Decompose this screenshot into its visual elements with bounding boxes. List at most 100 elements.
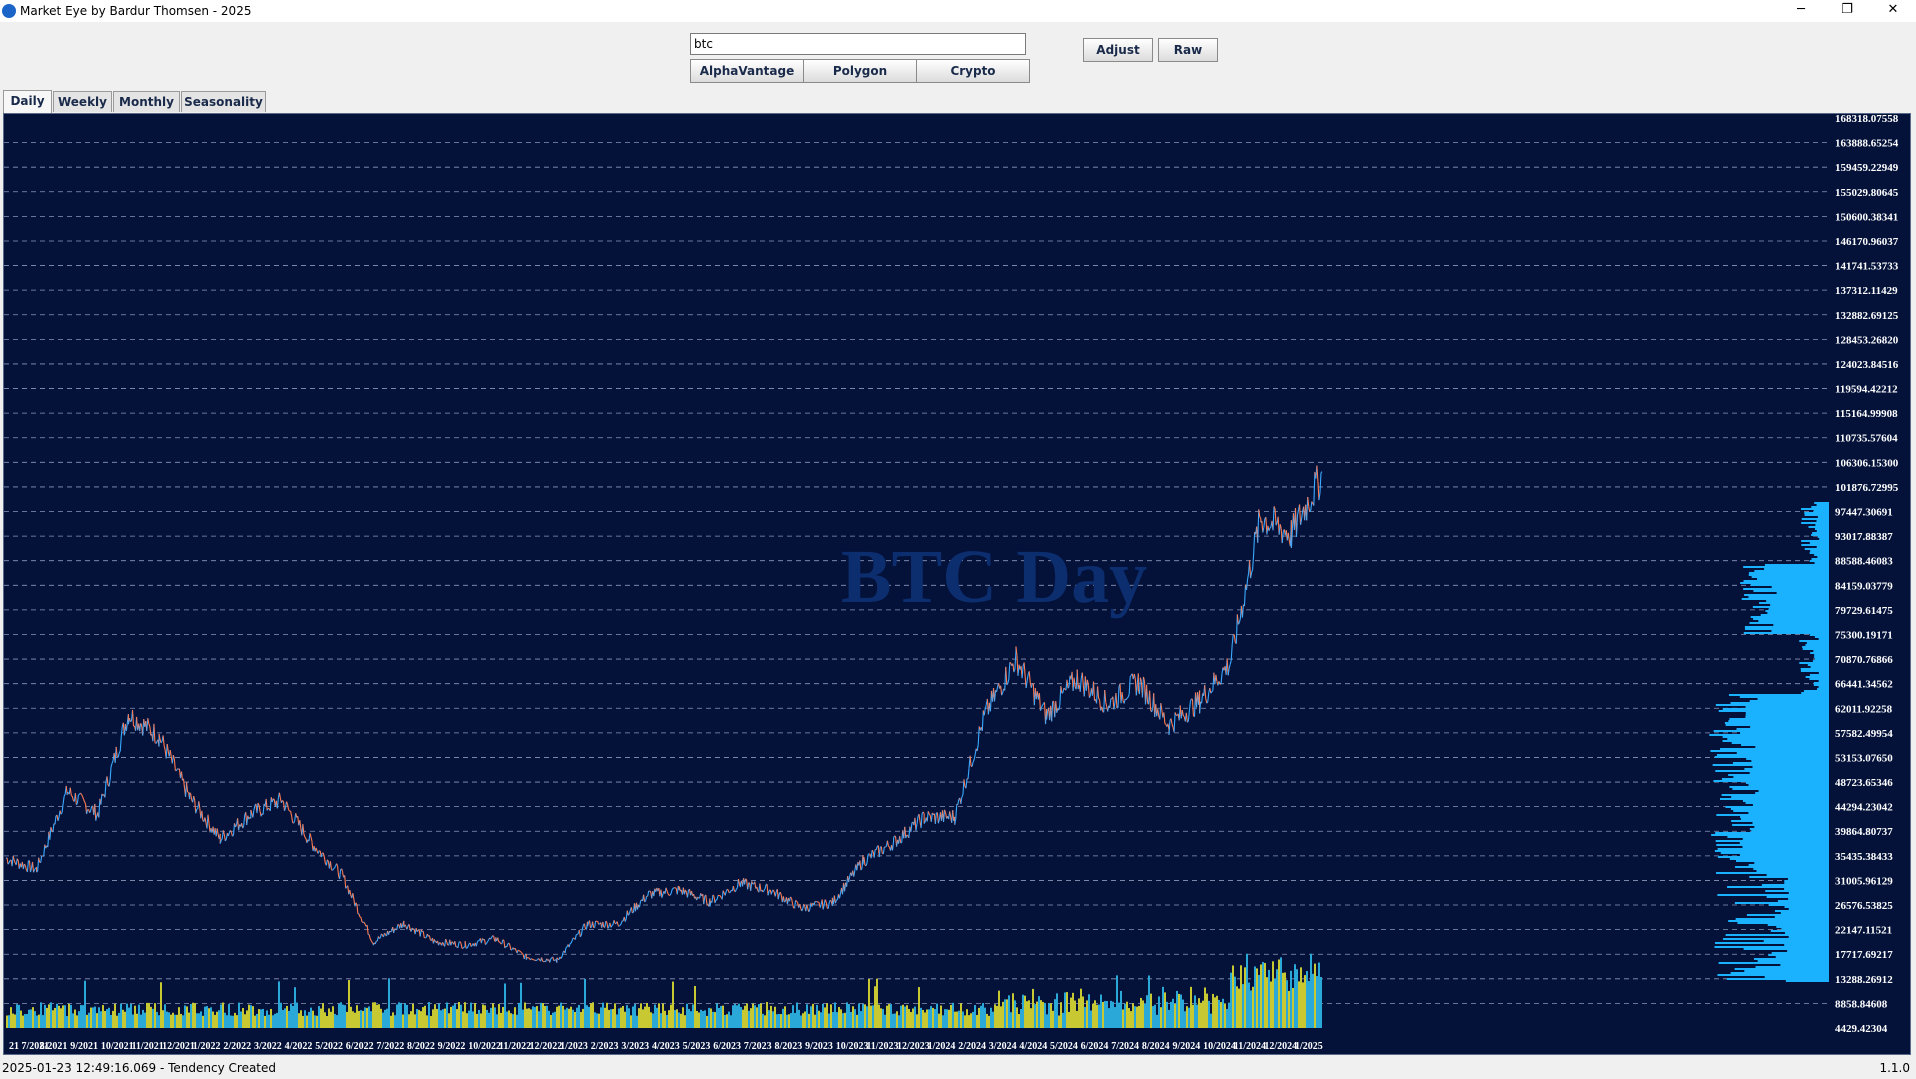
volume-bar	[1298, 981, 1300, 1028]
price-segment	[363, 922, 366, 925]
volume-profile-bar	[1757, 698, 1829, 700]
volume-profile-bar	[1746, 758, 1829, 760]
price-segment	[610, 925, 613, 928]
minimize-button[interactable]: ─	[1797, 2, 1805, 17]
price-segment	[1115, 692, 1118, 709]
volume-bar	[1134, 1006, 1136, 1028]
volume-bar	[1036, 1001, 1038, 1028]
volume-bar	[702, 1011, 704, 1028]
volume-profile-bar	[1761, 884, 1829, 886]
volume-bar	[1170, 1001, 1172, 1028]
volume-profile-bar	[1814, 656, 1829, 658]
volume-bar	[444, 1008, 446, 1028]
volume-bar	[708, 1007, 710, 1028]
volume-profile-bar	[1716, 844, 1829, 846]
volume-bar	[422, 1007, 424, 1028]
price-segment	[801, 908, 804, 912]
volume-bar	[624, 1011, 626, 1028]
chart-canvas[interactable]: BTC Day 168318.07558163888.65254159459.2…	[4, 114, 1910, 1054]
source-polygon-button[interactable]: Polygon	[803, 59, 917, 83]
volume-bar	[406, 1004, 408, 1028]
volume-bar	[828, 1013, 830, 1028]
volume-profile-bar	[1785, 980, 1829, 982]
tab-seasonality[interactable]: Seasonality	[181, 91, 266, 112]
volume-bar	[1318, 962, 1320, 1028]
adjust-button[interactable]: Adjust	[1083, 38, 1153, 62]
volume-bar	[1160, 1007, 1162, 1028]
volume-bar	[1280, 957, 1282, 1028]
volume-bar	[76, 1015, 78, 1028]
volume-bar	[22, 1015, 24, 1028]
volume-bar	[410, 1011, 412, 1028]
volume-profile-bar	[1718, 962, 1829, 964]
close-button[interactable]: ✕	[1887, 2, 1899, 17]
volume-bar	[504, 983, 506, 1028]
tab-monthly[interactable]: Monthly	[113, 91, 180, 112]
maximize-button[interactable]: ❐	[1841, 2, 1853, 17]
volume-bar	[552, 1012, 554, 1028]
volume-bar	[178, 1007, 180, 1028]
price-segment	[671, 888, 674, 890]
volume-bar	[28, 1009, 30, 1028]
tab-weekly[interactable]: Weekly	[53, 91, 112, 112]
price-segment	[1067, 686, 1070, 689]
price-segment	[1129, 674, 1132, 677]
volume-bar	[172, 1012, 174, 1028]
raw-button[interactable]: Raw	[1158, 38, 1218, 62]
price-segment	[204, 817, 207, 823]
volume-bar	[208, 1008, 210, 1028]
price-segment	[605, 920, 608, 923]
volume-bar	[1104, 1000, 1106, 1028]
price-segment	[724, 891, 727, 896]
volume-profile-bar	[1744, 970, 1829, 972]
volume-bar	[602, 1002, 604, 1028]
symbol-search-input[interactable]	[690, 33, 1026, 55]
price-segment	[229, 830, 232, 833]
price-segment	[454, 941, 457, 948]
volume-bar	[448, 1013, 450, 1028]
price-segment	[491, 935, 494, 938]
price-segment	[1023, 662, 1026, 677]
volume-bar	[206, 1006, 208, 1028]
volume-bar	[1282, 972, 1284, 1028]
volume-bar	[818, 1010, 820, 1028]
price-segment	[57, 816, 60, 822]
volume-bar	[840, 1009, 842, 1028]
volume-bar	[200, 1011, 202, 1028]
price-segment	[643, 894, 646, 902]
price-segment	[15, 858, 18, 865]
price-segment	[1235, 614, 1238, 644]
volume-profile-bar	[1781, 928, 1829, 930]
volume-profile-bar	[1742, 800, 1829, 802]
price-segment	[62, 796, 65, 804]
volume-bar	[458, 1002, 460, 1028]
volume-bar	[1320, 976, 1322, 1028]
volume-bar	[758, 1004, 760, 1028]
price-segment	[378, 937, 381, 940]
volume-bar	[30, 1009, 32, 1028]
price-segment	[257, 802, 260, 806]
volume-bar	[212, 1011, 214, 1028]
volume-bar	[742, 1009, 744, 1028]
price-chart[interactable]: BTC Day 168318.07558 163888.65254 159459.2…	[3, 113, 1911, 1055]
price-segment	[222, 830, 225, 835]
volume-bar	[938, 1013, 940, 1028]
volume-bar	[1310, 953, 1312, 1028]
y-tick-label: 93017.88387	[1835, 531, 1893, 543]
volume-profile-bar	[1717, 894, 1829, 896]
tab-daily[interactable]: Daily	[3, 90, 52, 113]
price-segment	[369, 938, 372, 941]
source-alphavantage-button[interactable]: AlphaVantage	[690, 59, 804, 83]
price-segment	[501, 939, 504, 945]
volume-bar	[1218, 999, 1220, 1028]
volume-bar	[1276, 969, 1278, 1028]
price-segment	[252, 810, 255, 818]
price-segment	[70, 795, 73, 797]
source-crypto-button[interactable]: Crypto	[916, 59, 1030, 83]
volume-profile-bar	[1748, 596, 1829, 598]
price-segment	[38, 857, 41, 863]
price-segment	[853, 870, 856, 877]
y-tick-label: 163888.65254	[1835, 138, 1899, 150]
volume-bar	[36, 1015, 38, 1028]
x-tick-label: 21 7/2021	[9, 1041, 49, 1052]
